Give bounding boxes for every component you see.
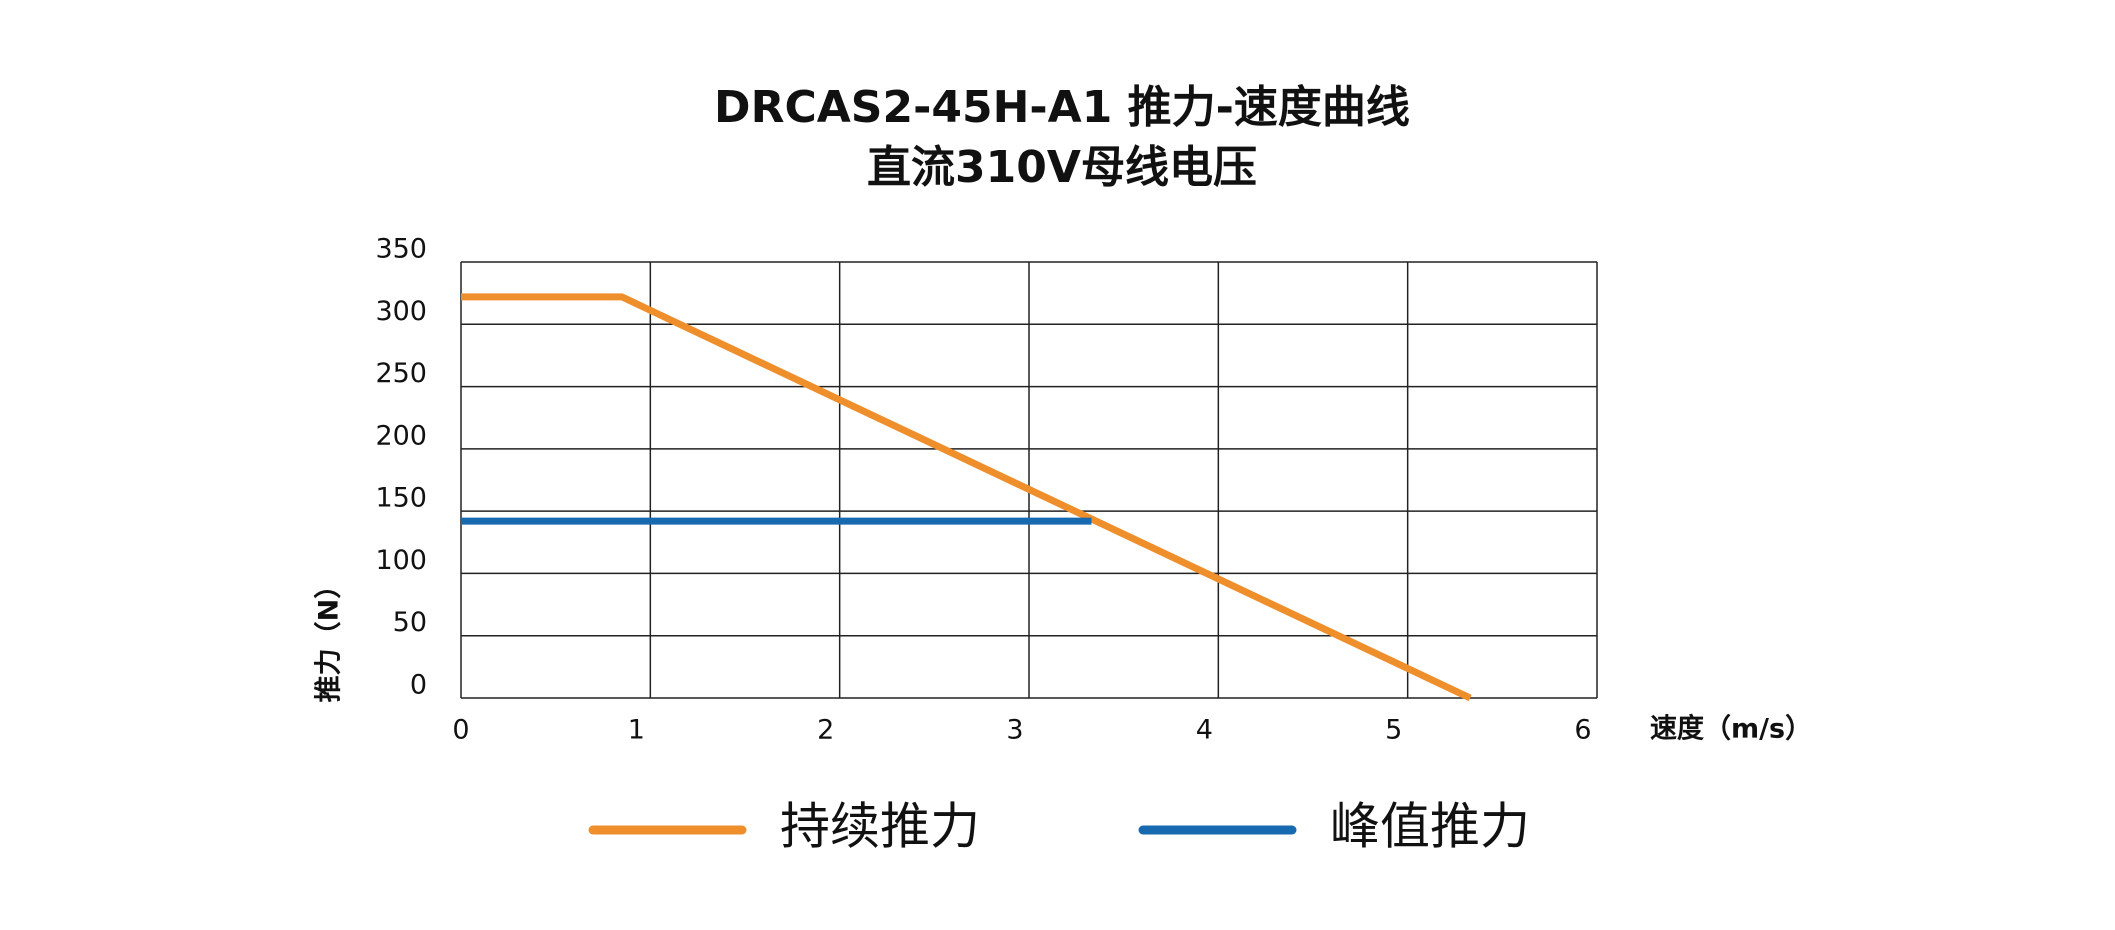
y-tick-label: 0	[410, 670, 427, 701]
y-tick-label: 300	[375, 296, 427, 327]
x-tick-label: 3	[1006, 715, 1023, 746]
y-tick-label: 250	[375, 358, 427, 389]
x-tick-label: 2	[817, 715, 834, 746]
x-tick-label: 1	[628, 715, 645, 746]
x-tick-label: 0	[452, 715, 469, 746]
data-line	[461, 293, 1472, 702]
x-tick-label: 4	[1196, 715, 1213, 746]
y-axis-label: 推力（N）	[314, 572, 345, 703]
chart-title: DRCAS2-45H-A1 推力-速度曲线	[714, 82, 1410, 133]
y-tick-label: 50	[393, 607, 427, 638]
y-tick-label: 100	[375, 545, 427, 576]
chart-subtitle: 直流310V母线电压	[867, 142, 1257, 193]
y-tick-label: 350	[375, 234, 427, 265]
x-axis-label: 速度（m/s）	[1650, 713, 1812, 745]
y-tick-label: 150	[375, 483, 427, 514]
y-tick-label: 200	[375, 420, 427, 451]
legend-label: 持续推力	[780, 798, 980, 856]
x-tick-label: 6	[1574, 715, 1591, 746]
x-tick-label: 5	[1385, 715, 1402, 746]
legend-label: 峰值推力	[1330, 798, 1530, 856]
